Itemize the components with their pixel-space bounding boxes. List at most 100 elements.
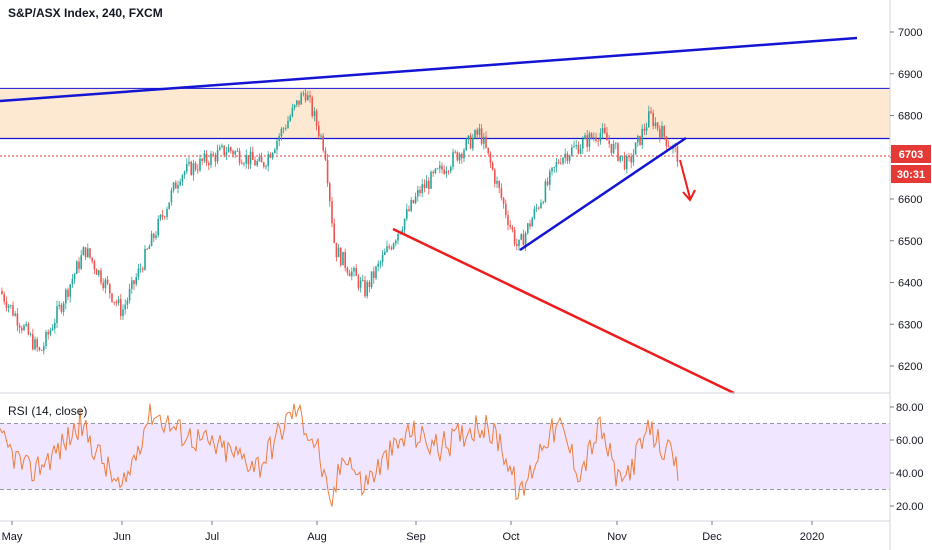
rising-support-trendline[interactable] (519, 136, 687, 252)
candle (170, 187, 173, 206)
candle (531, 216, 533, 227)
candle (533, 205, 536, 220)
candle (291, 103, 294, 118)
candle (161, 209, 164, 220)
candle (100, 267, 102, 286)
candle (456, 151, 459, 162)
candle (139, 263, 142, 273)
candle (12, 301, 14, 317)
candle (641, 124, 643, 149)
candle (454, 149, 456, 154)
candle (38, 346, 41, 352)
candle (65, 288, 67, 310)
candle (329, 181, 331, 207)
candle (201, 157, 203, 166)
candle (111, 293, 113, 303)
candle (230, 146, 232, 154)
candle (7, 304, 10, 313)
candle (282, 126, 285, 134)
candle (157, 215, 159, 238)
candle (47, 329, 49, 340)
price-axis[interactable]: 620063006400650066006700680069007000 (890, 27, 922, 373)
candle (232, 149, 234, 158)
candle (102, 278, 104, 291)
candle (234, 150, 236, 158)
candle (120, 293, 122, 320)
candle (366, 279, 368, 299)
candle (368, 280, 371, 293)
candle (29, 332, 32, 337)
price-axis-label: 6200 (898, 361, 922, 373)
candle (562, 156, 564, 166)
candle (432, 170, 434, 177)
candle (159, 213, 162, 221)
time-axis-label: Jul (205, 531, 219, 543)
candle (538, 206, 540, 211)
candle (551, 167, 553, 176)
candle (23, 323, 25, 332)
candle (639, 135, 641, 146)
candle (300, 91, 302, 105)
candle (58, 301, 60, 310)
candle (69, 283, 71, 303)
candle (124, 299, 126, 315)
candle (445, 166, 448, 178)
price-pane (0, 0, 890, 392)
candle (388, 243, 390, 250)
last-price-tag-text: 6703 (899, 149, 923, 161)
candle (223, 145, 225, 158)
candle (610, 143, 613, 157)
candle (648, 105, 650, 128)
candle (265, 164, 267, 170)
candle (643, 123, 646, 136)
candle (571, 144, 573, 157)
candle (175, 180, 177, 189)
candle (293, 104, 296, 111)
candle (564, 148, 566, 164)
rsi-band (0, 423, 890, 490)
candle (428, 177, 430, 195)
falling-red-trendline[interactable] (392, 227, 735, 395)
candle (599, 128, 602, 145)
rsi-axis[interactable]: 20.00 40.00 60.00 80.00 (890, 402, 924, 513)
candle (67, 287, 69, 301)
time-axis[interactable]: May Jun Jul Aug Sep Oct Nov Dec 2020 (2, 521, 825, 543)
candle (434, 168, 437, 175)
long-trendline[interactable] (0, 36, 858, 103)
candle (311, 95, 313, 119)
candle (520, 233, 522, 241)
candle (637, 134, 639, 147)
candle (489, 151, 492, 168)
candle (93, 259, 96, 275)
candle (54, 318, 56, 334)
candle (318, 121, 320, 140)
candle (113, 301, 115, 306)
price-axis-label: 6500 (898, 236, 922, 248)
candle (375, 265, 377, 281)
candle (439, 160, 441, 174)
time-axis-label: Jun (113, 531, 131, 543)
candle (236, 147, 239, 152)
candle (590, 132, 593, 140)
candle (188, 157, 190, 167)
candle (612, 140, 615, 155)
candle (109, 283, 111, 299)
candle (577, 141, 580, 155)
candle (584, 132, 586, 140)
candle (241, 159, 243, 165)
candle (221, 143, 223, 149)
candle (619, 156, 621, 163)
candle (461, 152, 463, 164)
candle (476, 127, 478, 140)
candle (540, 199, 542, 209)
time-axis-label: Dec (702, 531, 722, 543)
candle (458, 152, 461, 164)
candle (205, 150, 208, 167)
candle (588, 131, 591, 152)
candle (659, 125, 661, 143)
candle (296, 100, 298, 108)
chart-title: S&P/ASX Index, 240, FXCM (8, 6, 163, 20)
candle (617, 142, 619, 162)
